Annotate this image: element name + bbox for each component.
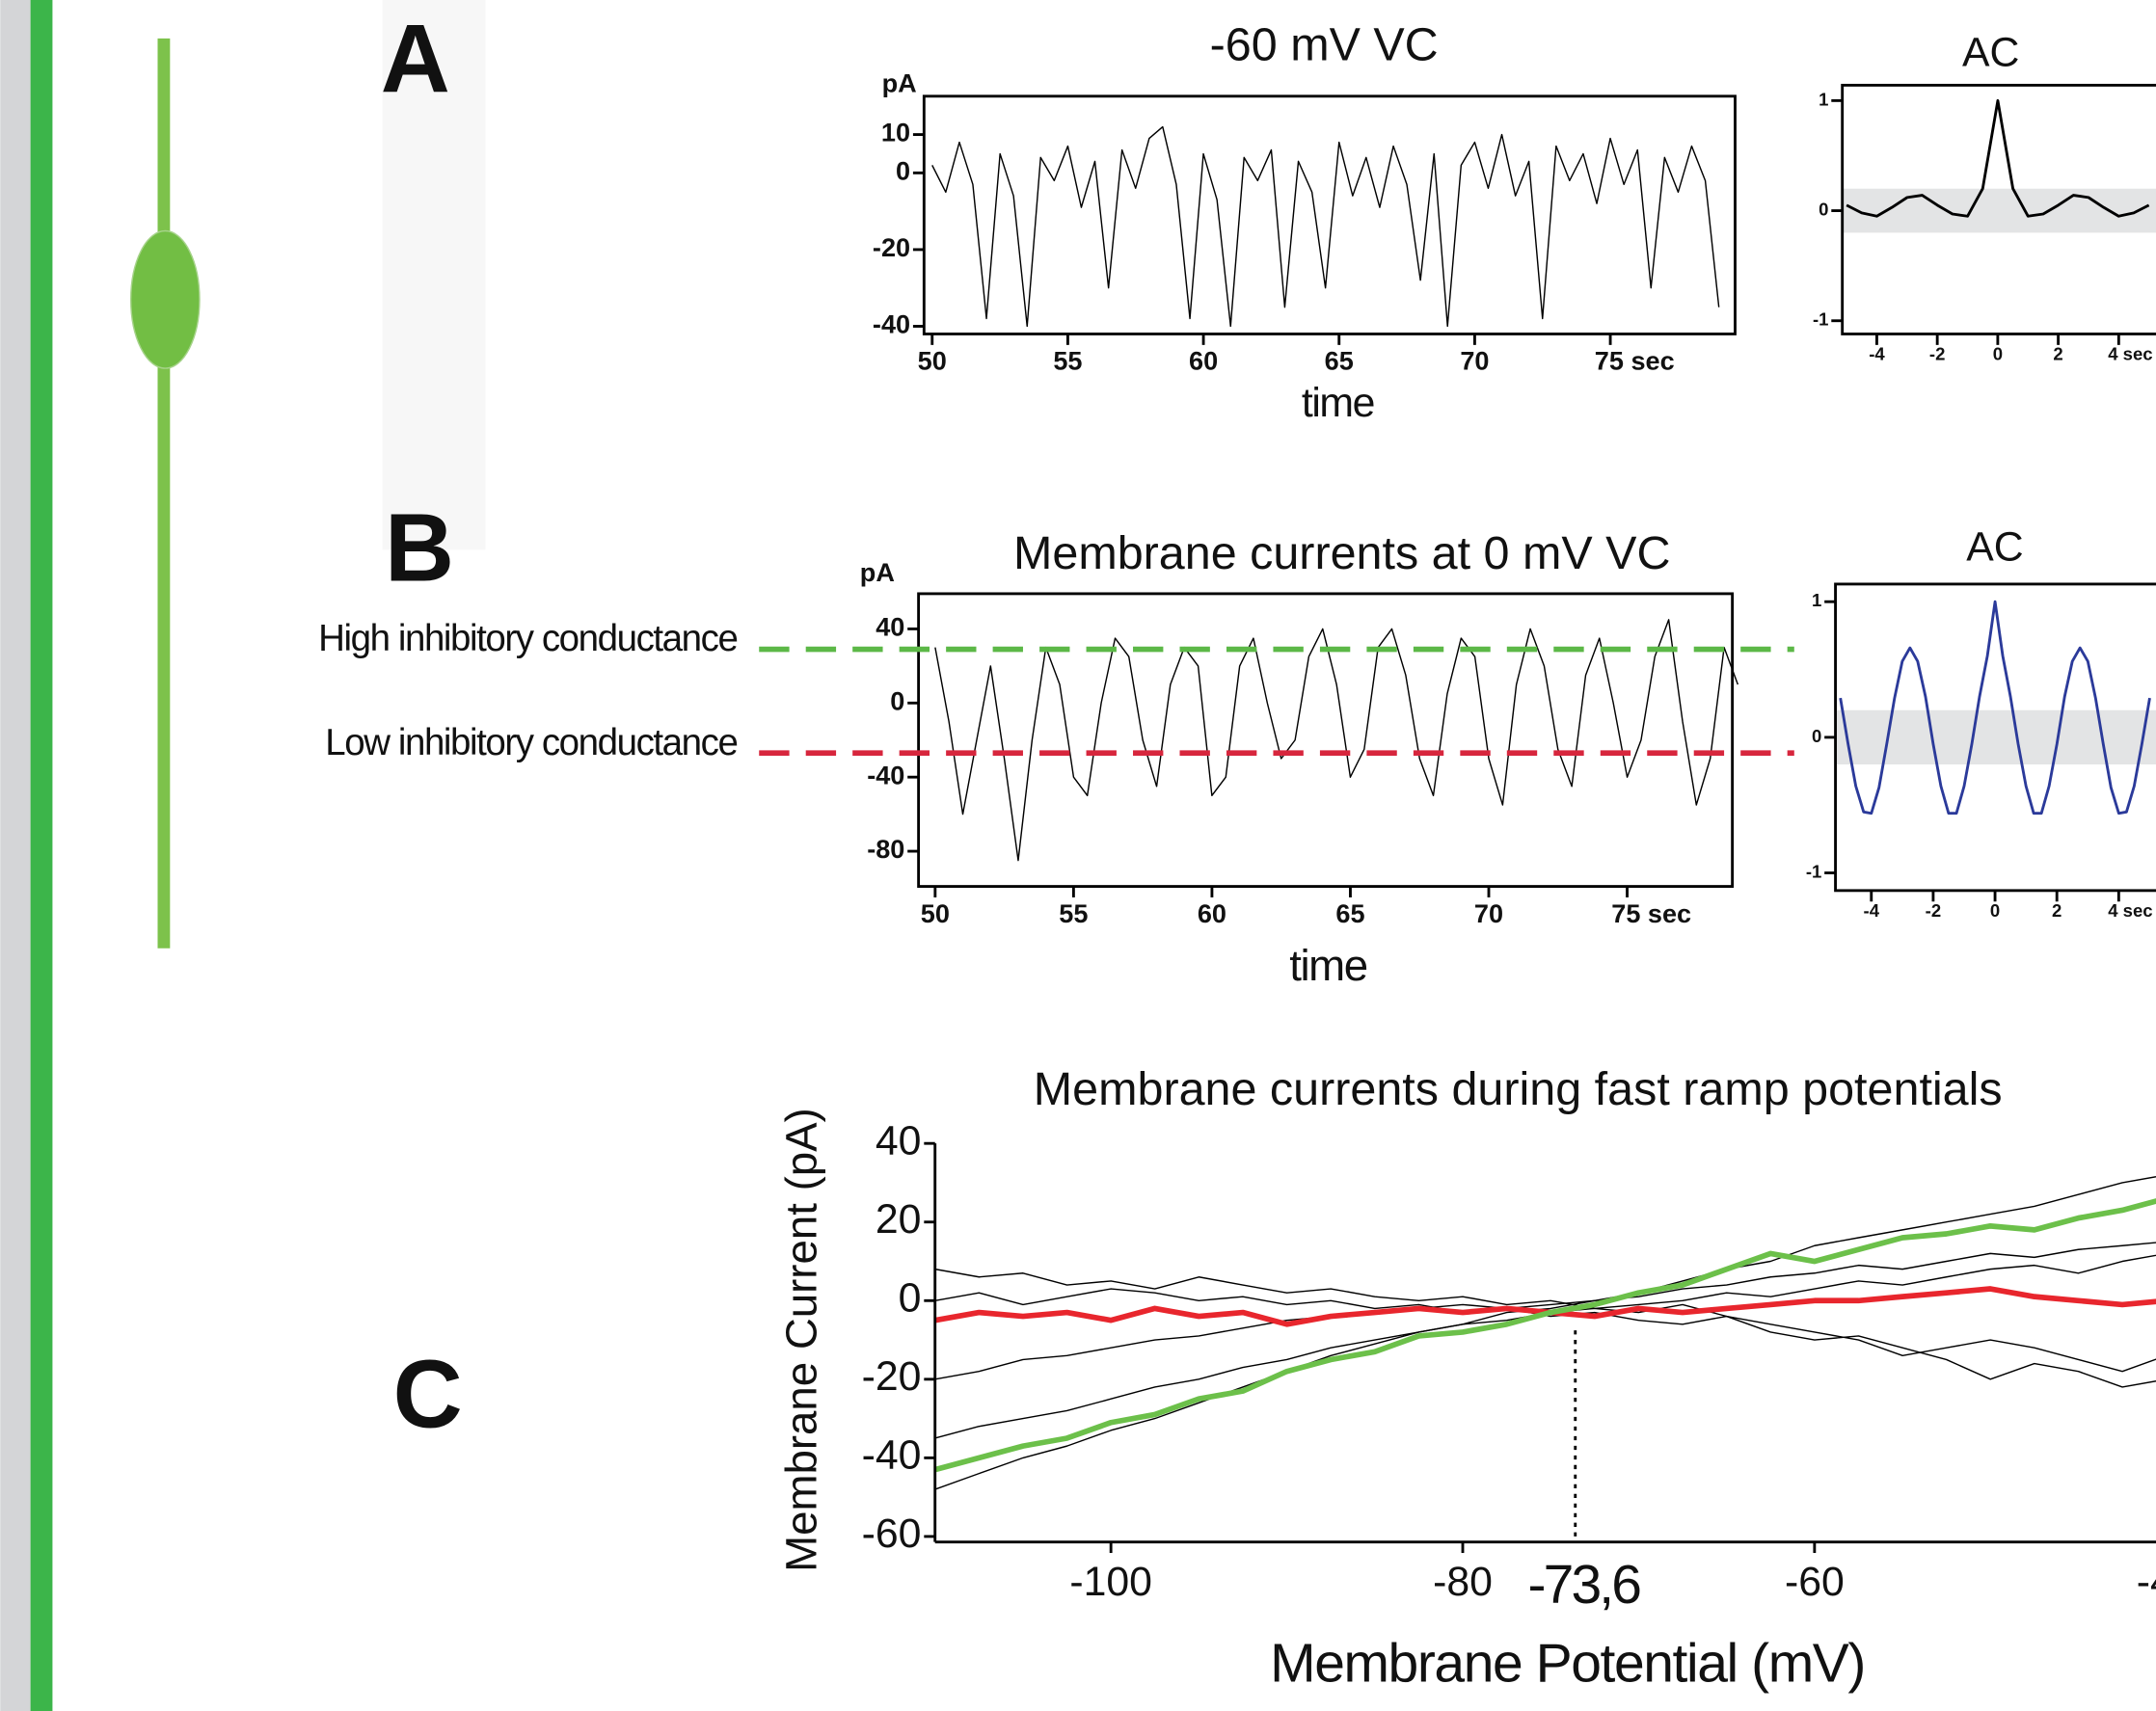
threshold-label: -73,6 bbox=[1527, 1554, 1640, 1616]
y-tick-label: 0 bbox=[896, 156, 910, 186]
y-unit: pA bbox=[882, 68, 917, 98]
x-tick-label: 55 bbox=[1059, 898, 1088, 928]
x-tick-label: -4 bbox=[1869, 344, 1885, 364]
y-tick-label: -1 bbox=[1813, 309, 1828, 330]
trace bbox=[934, 1242, 2156, 1380]
chart-title: Membrane currents at 0 mV VC bbox=[1013, 527, 1671, 579]
x-tick-label: 75 sec bbox=[1611, 898, 1691, 928]
band bbox=[1842, 188, 2156, 233]
level-label: High inhibitory conductance bbox=[318, 618, 737, 659]
x-tick-label: -2 bbox=[1926, 900, 1941, 921]
chart-title: AC bbox=[1966, 524, 2023, 571]
x-tick-label: 55 bbox=[1053, 346, 1082, 376]
plot-frame bbox=[917, 592, 1735, 889]
x-tick-label: 0 bbox=[1993, 344, 2003, 364]
y-tick-label: -20 bbox=[862, 1353, 922, 1400]
y-tick-label: -80 bbox=[867, 834, 904, 864]
x-tick-label: 50 bbox=[921, 898, 950, 928]
y-tick-label: 10 bbox=[881, 118, 910, 147]
x-tick-label: 75 sec bbox=[1595, 346, 1675, 376]
x-tick-label: -40 bbox=[2137, 1559, 2156, 1605]
y-tick-label: 40 bbox=[876, 1117, 922, 1163]
neuron-soma bbox=[129, 229, 201, 369]
y-tick-label: 0 bbox=[899, 1275, 922, 1322]
trace bbox=[934, 1176, 2156, 1490]
trace bbox=[1846, 98, 2150, 218]
x-tick-label: 65 bbox=[1325, 346, 1354, 376]
side-bar bbox=[30, 0, 53, 1711]
y-tick-label: 40 bbox=[876, 612, 904, 642]
trace bbox=[934, 1286, 2156, 1327]
y-tick-label: -60 bbox=[862, 1510, 922, 1557]
x-axis-label: time bbox=[1302, 380, 1374, 426]
side-strip bbox=[0, 0, 31, 1711]
level-label: Low inhibitory conductance bbox=[325, 722, 737, 763]
y-tick-label: -20 bbox=[873, 232, 910, 262]
x-tick-label: -2 bbox=[1929, 344, 1945, 364]
chart-title: Membrane currents during fast ramp poten… bbox=[1034, 1063, 2003, 1115]
x-tick-label: -100 bbox=[1069, 1559, 1152, 1605]
trace bbox=[934, 619, 1739, 862]
x-tick-label: 0 bbox=[1990, 900, 2000, 921]
x-tick-label: 2 bbox=[2052, 900, 2062, 921]
chart-title: AC bbox=[1962, 29, 2019, 75]
y-tick-label: -40 bbox=[867, 760, 904, 789]
trace bbox=[931, 125, 1720, 328]
y-tick-label: 20 bbox=[876, 1196, 922, 1243]
x-tick-label: -4 bbox=[1864, 900, 1880, 921]
plot-frame bbox=[922, 94, 1737, 335]
x-tick-label: 65 bbox=[1335, 898, 1364, 928]
x-tick-label: 2 bbox=[2053, 344, 2062, 364]
y-tick-label: -1 bbox=[1806, 861, 1821, 881]
x-tick-label: -60 bbox=[1785, 1559, 1845, 1605]
y-axis-label: Membrane Current (pA) bbox=[776, 1108, 825, 1572]
y-tick-label: 0 bbox=[890, 685, 904, 715]
x-tick-label: 50 bbox=[918, 346, 947, 376]
x-tick-label: 60 bbox=[1189, 346, 1218, 376]
x-tick-label: 70 bbox=[1460, 346, 1489, 376]
panel-label: A bbox=[381, 6, 450, 113]
x-axis-label: Membrane Potential (mV) bbox=[1270, 1632, 1865, 1694]
x-tick-label: 60 bbox=[1198, 898, 1226, 928]
y-unit: pA bbox=[860, 557, 895, 587]
y-tick-label: 1 bbox=[1812, 590, 1821, 610]
y-tick-label: 1 bbox=[1819, 89, 1828, 109]
chart-title: -60 mV VC bbox=[1210, 19, 1439, 71]
trace bbox=[934, 1268, 2156, 1373]
x-tick-label: 4 sec bbox=[2108, 344, 2152, 364]
y-tick-label: 0 bbox=[1819, 199, 1828, 219]
trace bbox=[934, 1288, 2156, 1388]
panel-label: B bbox=[385, 495, 454, 602]
x-axis-label: time bbox=[1289, 941, 1367, 990]
shade bbox=[382, 0, 486, 550]
panel-label: C bbox=[393, 1342, 463, 1449]
trace bbox=[933, 1198, 2156, 1473]
trace bbox=[1839, 600, 2151, 815]
x-tick-label: 70 bbox=[1474, 898, 1503, 928]
y-tick-label: 0 bbox=[1812, 726, 1821, 746]
y-tick-label: -40 bbox=[862, 1432, 922, 1479]
x-tick-label: -80 bbox=[1433, 1559, 1493, 1605]
x-tick-label: 4 sec bbox=[2108, 900, 2152, 921]
y-tick-label: -40 bbox=[873, 309, 910, 339]
